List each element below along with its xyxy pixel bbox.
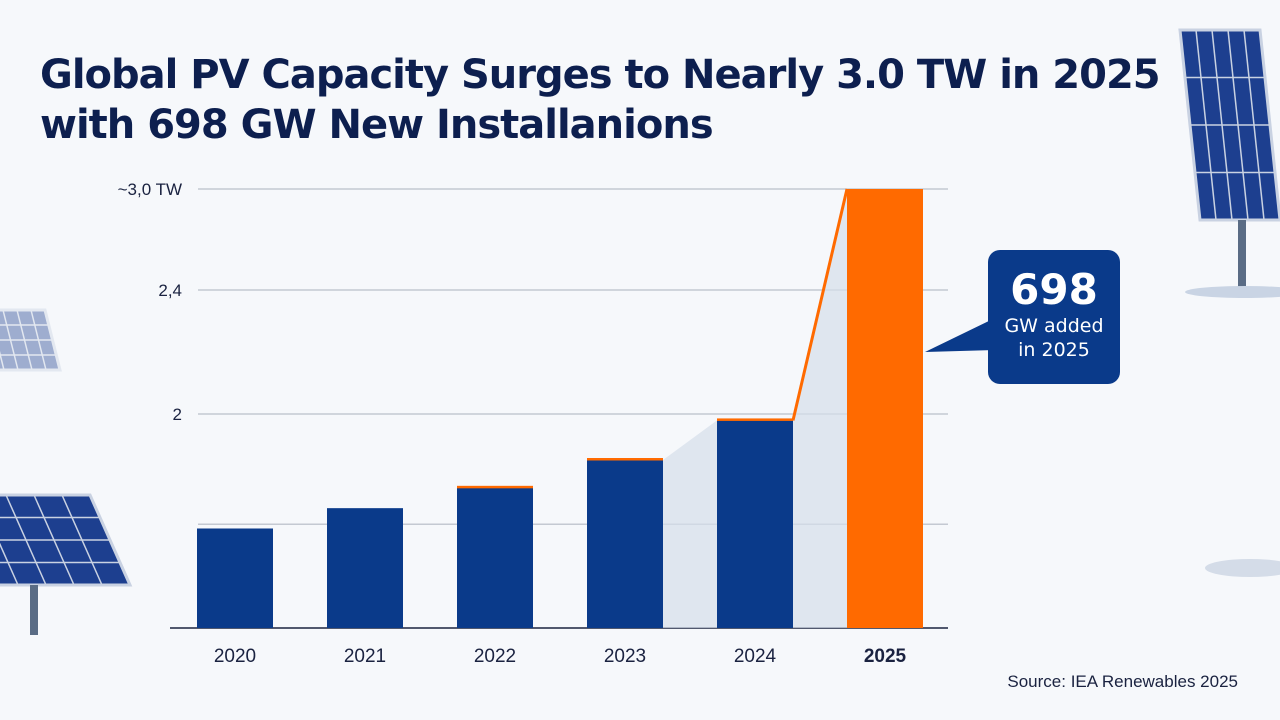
x-tick-label: 2021 — [344, 646, 386, 667]
solar-panel-icon — [1178, 28, 1280, 222]
bar-cap — [457, 485, 533, 489]
bars — [197, 189, 923, 628]
y-tick-label: 2 — [173, 405, 182, 424]
callout-box: 698 GW added in 2025 — [988, 250, 1120, 384]
panel-shadow — [1205, 559, 1280, 577]
x-tick-label: 2020 — [214, 646, 256, 667]
panel-post — [1238, 220, 1246, 290]
growth-line — [791, 188, 849, 421]
panel-shadow — [1185, 286, 1280, 298]
bar-2022 — [457, 487, 533, 628]
bar-2025 — [847, 189, 923, 628]
x-tick-label: 2023 — [604, 646, 646, 667]
bar-2021 — [327, 508, 403, 628]
bar-cap — [717, 418, 793, 421]
title-line-2: with 698 GW New Installanions — [40, 102, 714, 148]
bar-2020 — [197, 528, 273, 628]
callout-line-2: in 2025 — [1018, 339, 1090, 361]
y-tick-label: 2,4 — [158, 281, 182, 300]
solar-panel-icon — [0, 493, 133, 587]
bar-2023 — [587, 460, 663, 628]
panel-post — [30, 585, 38, 635]
growth-area — [663, 188, 849, 628]
title-line-1: Global PV Capacity Surges to Nearly 3.0 … — [40, 52, 1161, 98]
callout-pointer — [925, 318, 995, 352]
growth-area-fill — [663, 189, 847, 628]
solar-panel-decorations — [0, 28, 1280, 635]
chart-title: Global PV Capacity Surges to Nearly 3.0 … — [40, 50, 1161, 150]
x-tick-label: 2024 — [734, 646, 777, 667]
callout-value: 698 — [1010, 265, 1098, 314]
x-tick-label: 2022 — [474, 646, 516, 667]
callout-line-1: GW added — [1004, 315, 1104, 337]
x-tick-label: 2025 — [864, 646, 907, 667]
bar-cap — [587, 458, 663, 461]
solar-panel-icon — [0, 308, 62, 372]
source-note: Source: IEA Renewables 2025 — [1007, 672, 1238, 691]
y-tick-label: ~3,0 TW — [118, 180, 182, 199]
axis-labels: ~3,0 TW 2,4 2 2020 2021 2022 2023 2024 2025 — [118, 180, 907, 667]
bar-2024 — [717, 420, 793, 628]
